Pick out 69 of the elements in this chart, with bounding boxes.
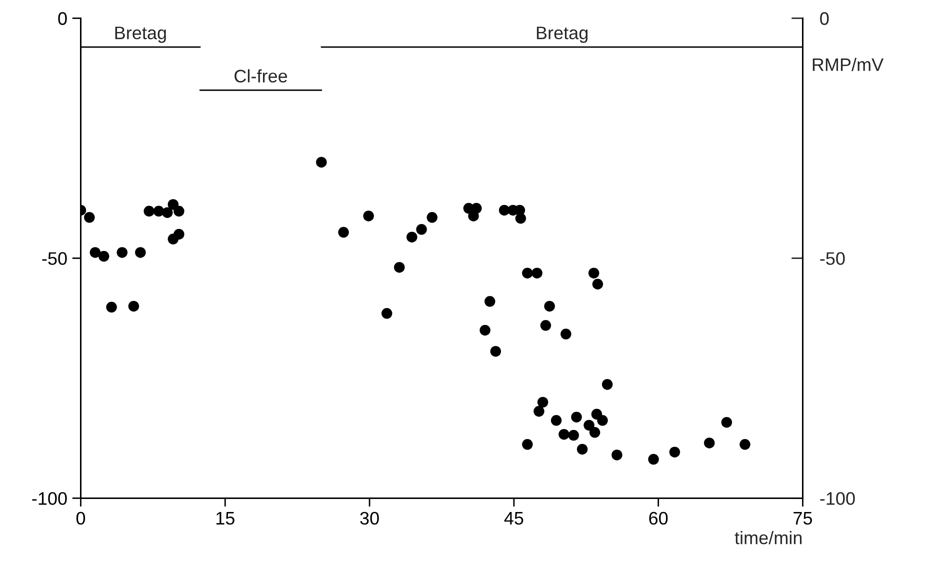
point: [571, 412, 582, 422]
point: [174, 228, 184, 240]
point: [537, 396, 548, 408]
point: [426, 212, 438, 223]
point: [568, 430, 579, 441]
point: [144, 206, 154, 217]
series-label: Bretag: [115, 26, 166, 43]
point: [363, 210, 374, 222]
point: [98, 250, 110, 262]
y-tick-label: 0: [58, 12, 67, 25]
point: [515, 212, 526, 224]
point: [558, 428, 570, 440]
point: [498, 204, 510, 216]
point: [592, 278, 604, 290]
point: [544, 300, 555, 312]
point: [416, 224, 427, 235]
point: [602, 379, 613, 390]
y2-tick-label: -100: [820, 492, 855, 505]
point: [381, 308, 392, 319]
x-tick-label: 30: [360, 512, 379, 525]
point: [534, 406, 544, 417]
point: [316, 156, 327, 168]
point: [480, 324, 490, 336]
y-tick-label: -100: [32, 492, 67, 505]
series-label: Cl-free: [234, 69, 288, 82]
point: [740, 439, 750, 450]
point: [540, 320, 552, 331]
point: [406, 232, 418, 242]
point: [612, 450, 622, 460]
point: [116, 247, 128, 258]
point: [128, 300, 140, 312]
point: [560, 328, 572, 340]
point: [174, 206, 184, 217]
x-axis-title: time/min: [734, 530, 802, 544]
point: [135, 247, 146, 258]
x-tick-label: 60: [649, 512, 668, 525]
point: [588, 268, 600, 278]
y2-axis-title: RMP/mV: [812, 58, 884, 72]
point: [721, 416, 732, 428]
point: [84, 212, 95, 223]
point: [576, 444, 588, 455]
point: [168, 199, 179, 210]
series-label: Bretag: [536, 26, 588, 43]
point: [338, 226, 349, 238]
x-tick-label: 15: [216, 512, 234, 525]
point: [162, 207, 173, 218]
point: [153, 206, 164, 217]
point: [394, 262, 405, 273]
point: [106, 302, 117, 313]
y2-tick-label: 0: [820, 12, 829, 25]
y2-tick-label: -50: [820, 252, 845, 265]
point: [484, 296, 496, 307]
x-tick-label: 0: [76, 512, 86, 525]
point: [522, 268, 533, 278]
point: [648, 454, 659, 465]
point: [584, 420, 594, 431]
point: [490, 346, 502, 357]
point: [532, 268, 542, 278]
point: [471, 202, 482, 214]
point: [669, 446, 680, 458]
point: [90, 247, 101, 258]
point: [589, 427, 600, 438]
x-tick-label: 45: [504, 512, 524, 525]
x-tick-label: 75: [794, 512, 812, 525]
point: [597, 415, 608, 426]
point: [522, 439, 533, 450]
point: [550, 415, 562, 426]
y-tick-label: -50: [42, 252, 67, 265]
point: [704, 438, 715, 448]
